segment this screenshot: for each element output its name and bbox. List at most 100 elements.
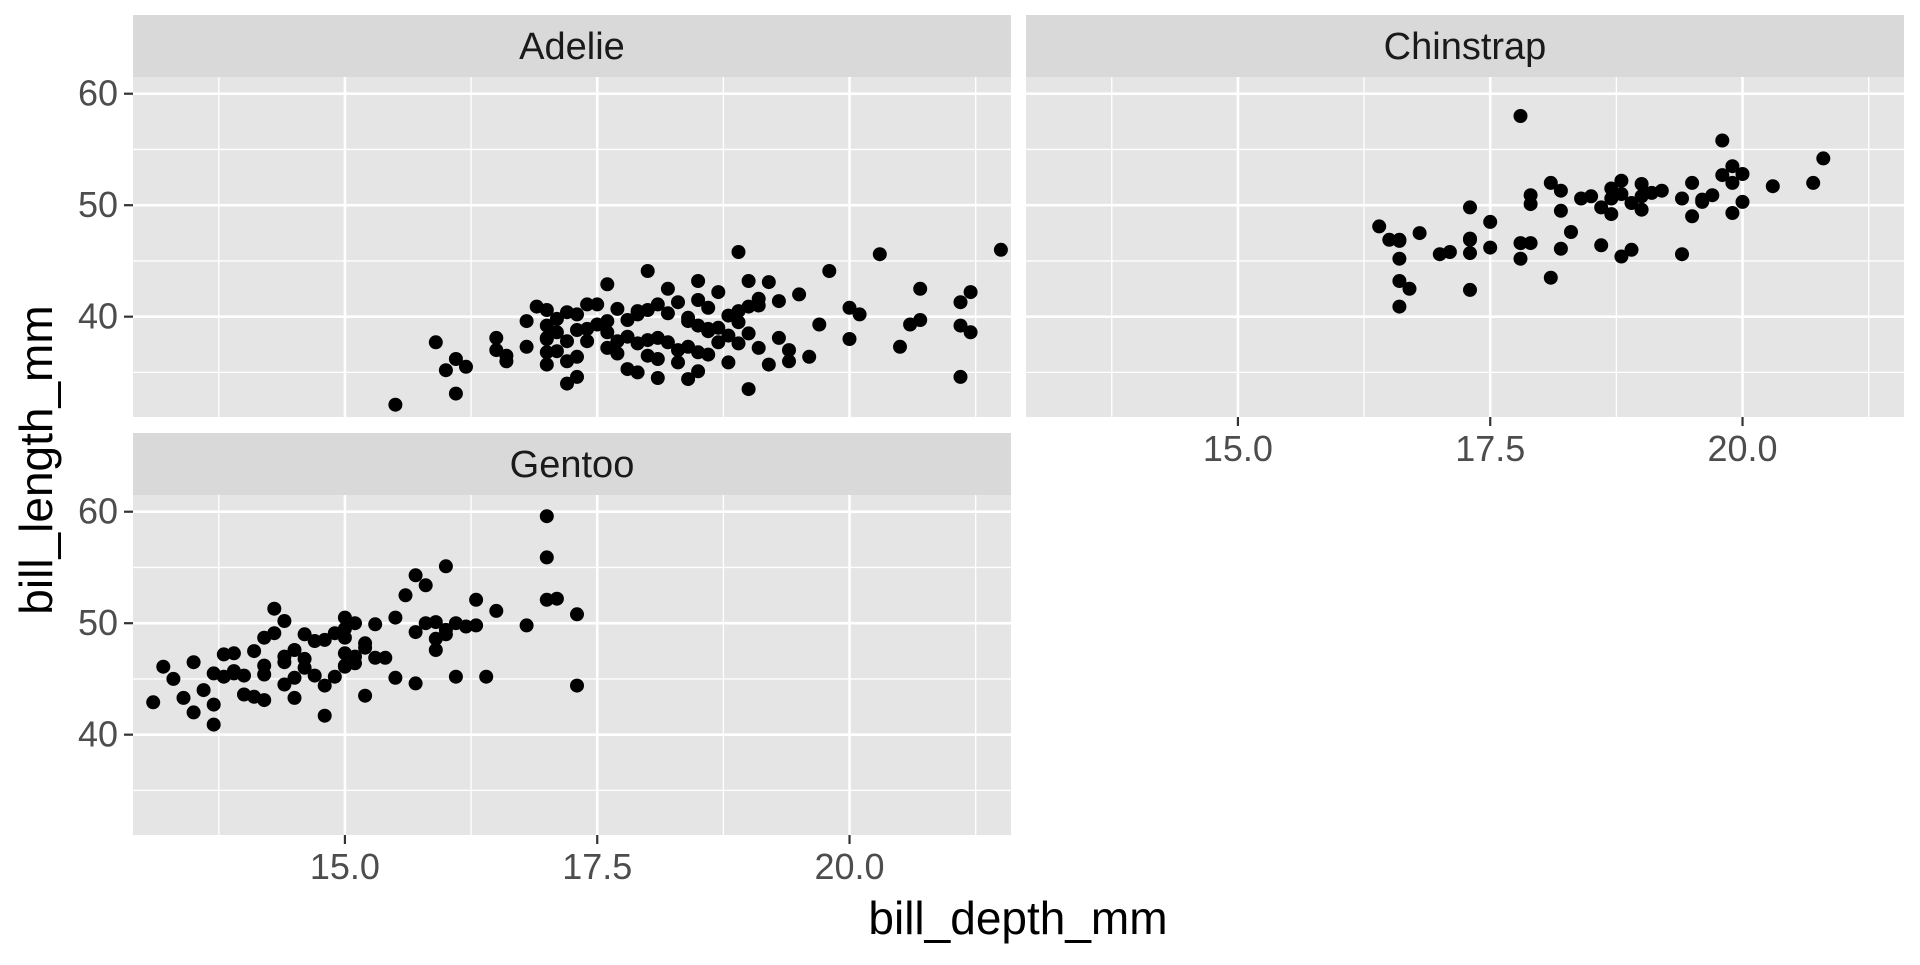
point-gentoo [428, 631, 443, 646]
point-gentoo [317, 678, 332, 693]
point-adelie [539, 345, 554, 360]
point-adelie [711, 335, 726, 350]
point-adelie [600, 340, 615, 355]
point-chinstrap [1543, 270, 1558, 285]
point-adelie [721, 328, 736, 343]
point-adelie [539, 318, 554, 333]
point-chinstrap [1705, 188, 1720, 203]
point-chinstrap [1553, 241, 1568, 256]
point-chinstrap [1675, 191, 1689, 206]
point-chinstrap [1584, 189, 1599, 204]
point-chinstrap [1594, 200, 1609, 215]
point-chinstrap [1513, 109, 1528, 123]
y-tick-label: 40 [78, 714, 118, 755]
panel-chinstrap: Chinstrap 15.0 17.5 20.0 [1026, 15, 1904, 469]
point-chinstrap [1725, 159, 1740, 174]
point-adelie [731, 336, 746, 351]
point-adelie [711, 285, 726, 300]
point-gentoo [267, 626, 282, 641]
point-adelie [539, 303, 554, 317]
point-adelie [701, 321, 716, 336]
point-gentoo [317, 632, 332, 647]
point-adelie [549, 325, 564, 340]
point-adelie [610, 301, 625, 316]
point-gentoo [156, 659, 171, 674]
point-chinstrap [1463, 231, 1477, 246]
point-adelie [448, 386, 463, 401]
point-gentoo [378, 650, 393, 665]
point-adelie [600, 314, 615, 329]
point-chinstrap [1543, 175, 1558, 190]
point-chinstrap [1604, 207, 1619, 222]
point-chinstrap [1553, 203, 1568, 218]
point-adelie [549, 344, 564, 359]
point-adelie [570, 323, 584, 337]
point-gentoo [186, 655, 201, 670]
point-chinstrap [1392, 274, 1407, 288]
point-gentoo [257, 667, 272, 682]
point-adelie [560, 354, 574, 369]
point-adelie [590, 297, 605, 312]
point-chinstrap [1634, 202, 1649, 217]
point-adelie [570, 307, 584, 322]
point-chinstrap [1392, 233, 1407, 248]
point-chinstrap [1624, 242, 1639, 257]
point-adelie [963, 325, 978, 340]
point-gentoo [176, 690, 191, 705]
point-adelie [570, 369, 584, 384]
point-adelie [812, 317, 827, 332]
point-gentoo [358, 688, 373, 703]
point-gentoo [408, 568, 423, 583]
x-tick-label: 20.0 [1707, 428, 1777, 469]
point-gentoo [358, 636, 373, 651]
point-adelie [751, 340, 766, 355]
point-gentoo [438, 622, 453, 637]
point-adelie [741, 326, 756, 341]
point-gentoo [408, 625, 423, 640]
point-adelie [640, 264, 655, 278]
strip-background-gentoo [133, 433, 1011, 495]
point-adelie [560, 376, 574, 391]
point-chinstrap [1372, 219, 1387, 234]
point-adelie [792, 287, 807, 302]
point-adelie [761, 275, 776, 290]
point-adelie [872, 247, 887, 262]
point-chinstrap [1614, 249, 1629, 264]
point-gentoo [277, 677, 292, 692]
point-adelie [993, 242, 1008, 257]
point-adelie [560, 334, 574, 349]
point-gentoo [459, 619, 473, 634]
point-gentoo [348, 616, 362, 631]
point-gentoo [398, 588, 413, 603]
point-adelie [721, 355, 736, 370]
point-gentoo [348, 649, 362, 664]
point-chinstrap [1483, 240, 1498, 255]
point-chinstrap [1402, 281, 1417, 296]
point-chinstrap [1392, 299, 1407, 314]
point-gentoo [570, 607, 584, 622]
point-adelie [549, 311, 564, 326]
point-adelie [650, 352, 665, 366]
point-adelie [660, 306, 675, 321]
strip-label-gentoo: Gentoo [510, 444, 635, 486]
point-adelie [620, 329, 635, 344]
panel-gentoo: Gentoo 40 50 60 15.0 17.5 20.0 [78, 433, 1011, 887]
x-axis-title: bill_depth_mm [868, 892, 1167, 944]
y-tick-label: 60 [78, 73, 118, 114]
point-gentoo [257, 693, 272, 708]
point-adelie [428, 335, 443, 350]
strip-label-adelie: Adelie [519, 26, 625, 68]
point-adelie [741, 274, 756, 288]
point-gentoo [519, 618, 534, 633]
point-gentoo [539, 509, 554, 524]
point-gentoo [317, 708, 332, 723]
x-tick-label: 17.5 [1455, 428, 1525, 469]
point-adelie [681, 372, 696, 387]
point-adelie [630, 304, 645, 319]
point-adelie [893, 339, 907, 354]
point-adelie [771, 330, 786, 345]
point-adelie [842, 300, 857, 315]
strip-background-adelie [133, 15, 1011, 77]
point-adelie [731, 245, 746, 259]
